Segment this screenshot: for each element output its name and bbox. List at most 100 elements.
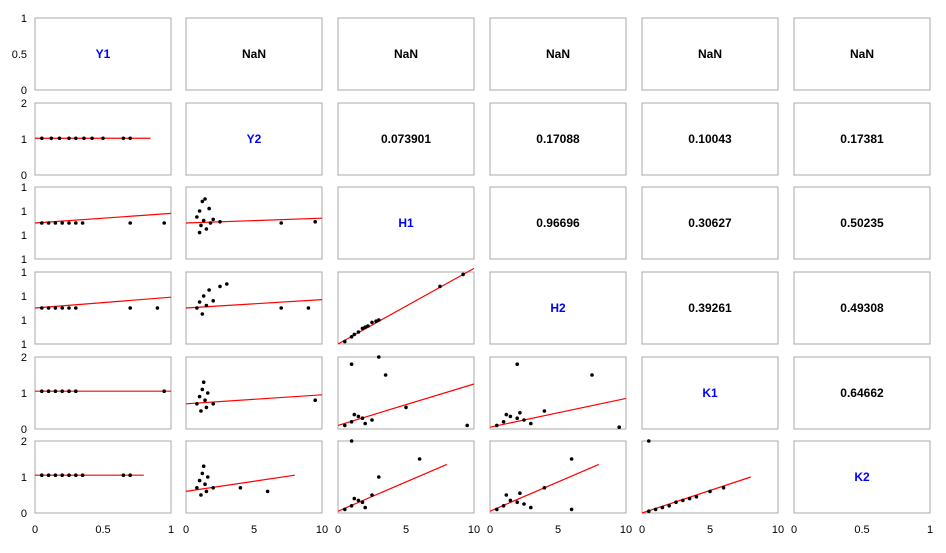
correlation-value-r0-c3: NaN: [546, 47, 570, 61]
y-tick-label-r4-2: 2: [21, 352, 27, 364]
panel-frame-r2-c5: [793, 186, 931, 260]
y-tick-label-r2-3: 1: [21, 182, 27, 194]
data-point-r4-c2-11: [465, 423, 470, 428]
data-point-r3-c1-1: [197, 300, 202, 304]
y-tick-label-r1-2: 2: [21, 98, 27, 110]
data-point-r3-c0-1: [46, 306, 51, 310]
panel-frame-r1-c1: [185, 102, 323, 176]
panel-frame-r5-c5: [793, 440, 931, 514]
data-point-r4-c0-2: [53, 389, 58, 394]
data-point-r4-c3-9: [542, 409, 547, 413]
panel-frame-r2-c4: [641, 186, 779, 260]
y-tick-label-r3-0: 1: [21, 339, 27, 351]
x-tick-label-c2-0: 0: [335, 524, 341, 536]
correlation-value-r2-c5: 0.50235: [840, 216, 884, 230]
data-point-r3-c1-9: [279, 306, 284, 310]
data-point-r5-c2-5: [360, 500, 365, 505]
data-point-r3-c0-0: [40, 306, 44, 310]
correlation-value-r0-c4: NaN: [698, 47, 722, 61]
y-tick-label-r1-0: 0: [21, 170, 27, 182]
data-point-r3-c2-3: [363, 325, 368, 330]
data-point-r4-c2-4: [352, 412, 357, 417]
variable-label-y1: Y1: [96, 47, 111, 61]
data-point-r2-c1-11: [218, 220, 222, 224]
panel-frame-r2-c0: [34, 186, 172, 260]
data-point-r3-c2-5: [377, 318, 381, 322]
data-point-r4-c1-7: [205, 391, 210, 395]
data-point-r4-c2-0: [343, 423, 347, 428]
data-point-r1-c0-4: [74, 136, 78, 141]
data-point-r5-c4-9: [708, 489, 712, 494]
data-point-r5-c1-0: [195, 486, 199, 490]
data-point-r4-c3-2: [508, 414, 513, 419]
data-point-r5-c3-10: [569, 507, 574, 512]
panel-frame-r2-c1: [185, 186, 323, 260]
y-tick-label-r4-1: 1: [21, 388, 27, 400]
data-point-r4-c1-2: [200, 387, 205, 392]
y-tick-label-r0-2: 1: [21, 13, 27, 25]
y-tick-label-r5-2: 2: [21, 436, 27, 448]
panel-frame-r4-c0: [34, 356, 172, 430]
data-point-r3-c0-4: [67, 306, 71, 310]
data-point-r3-c2-8: [366, 324, 370, 328]
data-point-r2-c1-4: [204, 227, 209, 231]
data-point-r4-c2-10: [404, 405, 408, 410]
data-point-r2-c0-5: [74, 221, 78, 225]
x-tick-label-c4-2: 10: [772, 524, 784, 536]
data-point-r3-c2-2: [356, 330, 361, 334]
data-point-r5-c4-3: [667, 504, 671, 508]
correlation-value-r1-c3: 0.17088: [536, 132, 580, 146]
data-point-r5-c0-7: [121, 473, 126, 478]
data-point-r2-c0-7: [128, 221, 132, 225]
data-point-r3-c2-9: [374, 319, 378, 324]
data-point-r2-c1-8: [197, 230, 202, 235]
x-tick-label-c2-1: 5: [403, 524, 409, 536]
data-point-r3-c2-10: [438, 284, 442, 289]
panel-frame-r3-c1: [185, 271, 323, 345]
data-point-r1-c0-3: [67, 136, 71, 141]
correlation-value-r0-c2: NaN: [394, 47, 418, 61]
data-point-r3-c1-3: [201, 294, 206, 298]
data-point-r2-c1-6: [200, 199, 205, 204]
panel-frame-r1-c4: [641, 102, 779, 176]
data-point-r4-c2-7: [349, 362, 354, 367]
data-point-r5-c3-9: [569, 457, 574, 461]
data-point-r4-c3-1: [501, 420, 506, 424]
fit-line-r3-c2: [337, 267, 475, 345]
fit-line-r5-c1: [185, 474, 295, 492]
y-tick-label-r4-0: 0: [21, 424, 27, 436]
data-point-r1-c0-5: [82, 136, 86, 141]
y-tick-label-r0-0: 0: [21, 85, 27, 97]
fit-line-r3-c0: [34, 296, 172, 309]
panel-frame-r1-c2: [337, 102, 475, 176]
data-point-r3-c2-0: [343, 339, 347, 344]
data-point-r5-c1-10: [265, 489, 270, 494]
y-tick-label-r3-1: 1: [21, 315, 27, 327]
data-point-r5-c0-2: [53, 473, 58, 478]
panel-frame-r3-c4: [641, 271, 779, 345]
x-tick-label-c0-1: 0.5: [95, 524, 110, 536]
panel-frame-r0-c0: [34, 17, 172, 91]
data-point-r5-c1-6: [203, 482, 207, 487]
panel-frame-r0-c4: [641, 17, 779, 91]
data-point-r4-c3-4: [522, 418, 526, 422]
data-point-r5-c2-4: [352, 496, 357, 501]
data-point-r4-c3-3: [515, 416, 519, 421]
x-tick-label-c1-1: 5: [251, 524, 257, 536]
data-point-r4-c2-5: [360, 416, 365, 421]
fit-line-r5-c2: [337, 463, 448, 512]
panel-frame-r0-c5: [793, 17, 931, 91]
data-point-r5-c2-0: [343, 507, 347, 512]
data-point-r2-c1-1: [197, 209, 202, 213]
y-tick-label-r3-2: 1: [21, 291, 27, 303]
y-tick-label-r0-1: 0.5: [12, 49, 27, 61]
x-tick-label-c0-2: 1: [168, 524, 174, 536]
data-point-r3-c0-6: [128, 306, 132, 310]
data-point-r5-c4-4: [674, 500, 678, 505]
data-point-r3-c1-6: [211, 299, 215, 303]
panel-frame-r1-c3: [489, 102, 627, 176]
correlation-value-r0-c5: NaN: [850, 47, 874, 61]
x-tick-label-c0-0: 0: [32, 524, 38, 536]
data-point-r1-c0-9: [128, 136, 132, 141]
